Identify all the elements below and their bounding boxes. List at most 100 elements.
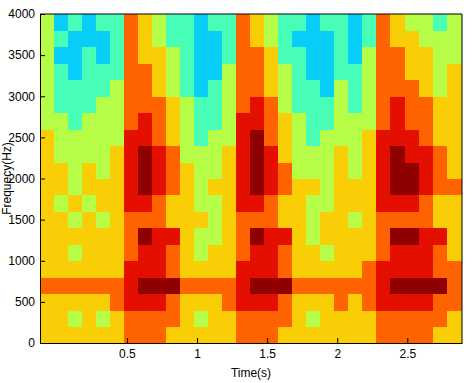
heatmap-cell xyxy=(54,261,69,278)
heatmap-cell xyxy=(250,228,265,245)
heatmap-cell xyxy=(222,327,237,343)
heatmap-cell xyxy=(405,261,420,278)
heatmap-cell xyxy=(40,310,55,327)
heatmap-cell xyxy=(180,179,195,196)
heatmap-cell xyxy=(362,294,377,311)
heatmap-cell xyxy=(447,14,462,31)
heatmap-cell xyxy=(96,80,111,97)
heatmap-cell xyxy=(320,244,335,261)
heatmap-cell xyxy=(208,327,223,343)
heatmap-cell xyxy=(82,146,97,163)
heatmap-cell xyxy=(433,113,448,130)
heatmap-cell xyxy=(405,211,420,228)
heatmap-cell xyxy=(96,63,111,80)
heatmap-cell xyxy=(236,162,251,179)
x-tick-mark xyxy=(197,338,198,343)
heatmap-cell xyxy=(68,327,83,343)
heatmap-cell xyxy=(419,277,434,294)
heatmap-cell xyxy=(166,47,181,64)
heatmap-cell xyxy=(334,179,349,196)
heatmap-cell xyxy=(152,228,167,245)
heatmap-cell xyxy=(362,129,377,146)
heatmap-cell xyxy=(82,47,97,64)
heatmap-cell xyxy=(334,261,349,278)
heatmap-cell xyxy=(433,294,448,311)
heatmap-cell xyxy=(110,63,125,80)
heatmap-cell xyxy=(405,129,420,146)
heatmap-cell xyxy=(278,310,293,327)
heatmap-cell xyxy=(152,47,167,64)
heatmap-cell xyxy=(334,14,349,31)
x-tick-mark xyxy=(127,338,128,343)
heatmap-cell xyxy=(419,113,434,130)
frame xyxy=(462,14,463,343)
heatmap-cell xyxy=(236,47,251,64)
heatmap-cell xyxy=(250,310,265,327)
heatmap-cell xyxy=(236,228,251,245)
heatmap-cell xyxy=(376,211,391,228)
heatmap-cell xyxy=(40,228,55,245)
heatmap-cell xyxy=(110,310,125,327)
heatmap-cell xyxy=(222,261,237,278)
heatmap-cell xyxy=(447,96,462,113)
heatmap-cell xyxy=(152,211,167,228)
heatmap-cell xyxy=(362,327,377,343)
heatmap-cell xyxy=(96,179,111,196)
heatmap-cell xyxy=(278,96,293,113)
heatmap-cell xyxy=(236,277,251,294)
heatmap-cell xyxy=(376,228,391,245)
heatmap-cell xyxy=(306,310,321,327)
heatmap-cell xyxy=(390,244,405,261)
heatmap-cell xyxy=(194,179,209,196)
heatmap-cell xyxy=(278,113,293,130)
heatmap-cell xyxy=(110,179,125,196)
heatmap-cell xyxy=(292,277,307,294)
heatmap-cell xyxy=(362,244,377,261)
heatmap-cell xyxy=(334,310,349,327)
heatmap-cell xyxy=(138,261,153,278)
heatmap-cell xyxy=(250,327,265,343)
heatmap-cell xyxy=(40,211,55,228)
heatmap-cell xyxy=(208,80,223,97)
heatmap-cell xyxy=(292,30,307,47)
heatmap-cell xyxy=(222,30,237,47)
heatmap-cell xyxy=(110,96,125,113)
heatmap-cell xyxy=(306,162,321,179)
heatmap-cell xyxy=(82,129,97,146)
heatmap-cell xyxy=(194,310,209,327)
heatmap-cell xyxy=(222,310,237,327)
heatmap-cell xyxy=(320,146,335,163)
y-tick: 1000 xyxy=(8,254,45,268)
heatmap-cell xyxy=(68,30,83,47)
heatmap-cell xyxy=(208,63,223,80)
heatmap-cell xyxy=(138,63,153,80)
heatmap-cell xyxy=(194,162,209,179)
heatmap-cell xyxy=(292,327,307,343)
heatmap-cell xyxy=(138,244,153,261)
heatmap-cell xyxy=(250,277,265,294)
heatmap-cell xyxy=(110,228,125,245)
heatmap-cell xyxy=(82,261,97,278)
heatmap-cell xyxy=(152,244,167,261)
heatmap-cell xyxy=(433,47,448,64)
heatmap-cell xyxy=(96,96,111,113)
heatmap-cell xyxy=(334,211,349,228)
heatmap-cell xyxy=(40,195,55,212)
heatmap-cell xyxy=(82,113,97,130)
heatmap-cell xyxy=(250,211,265,228)
heatmap-cell xyxy=(54,195,69,212)
heatmap-cell xyxy=(348,14,363,31)
heatmap-cell xyxy=(306,129,321,146)
heatmap-cell xyxy=(405,179,420,196)
heatmap-cell xyxy=(419,211,434,228)
heatmap-cell xyxy=(362,211,377,228)
heatmap-cell xyxy=(306,113,321,130)
heatmap-cell xyxy=(208,129,223,146)
heatmap-cell xyxy=(264,14,279,31)
heatmap-cell xyxy=(124,146,139,163)
heatmap-cell xyxy=(166,261,181,278)
heatmap-cell xyxy=(306,244,321,261)
heatmap-cell xyxy=(250,129,265,146)
heatmap-cell xyxy=(54,294,69,311)
heatmap-cell xyxy=(376,195,391,212)
